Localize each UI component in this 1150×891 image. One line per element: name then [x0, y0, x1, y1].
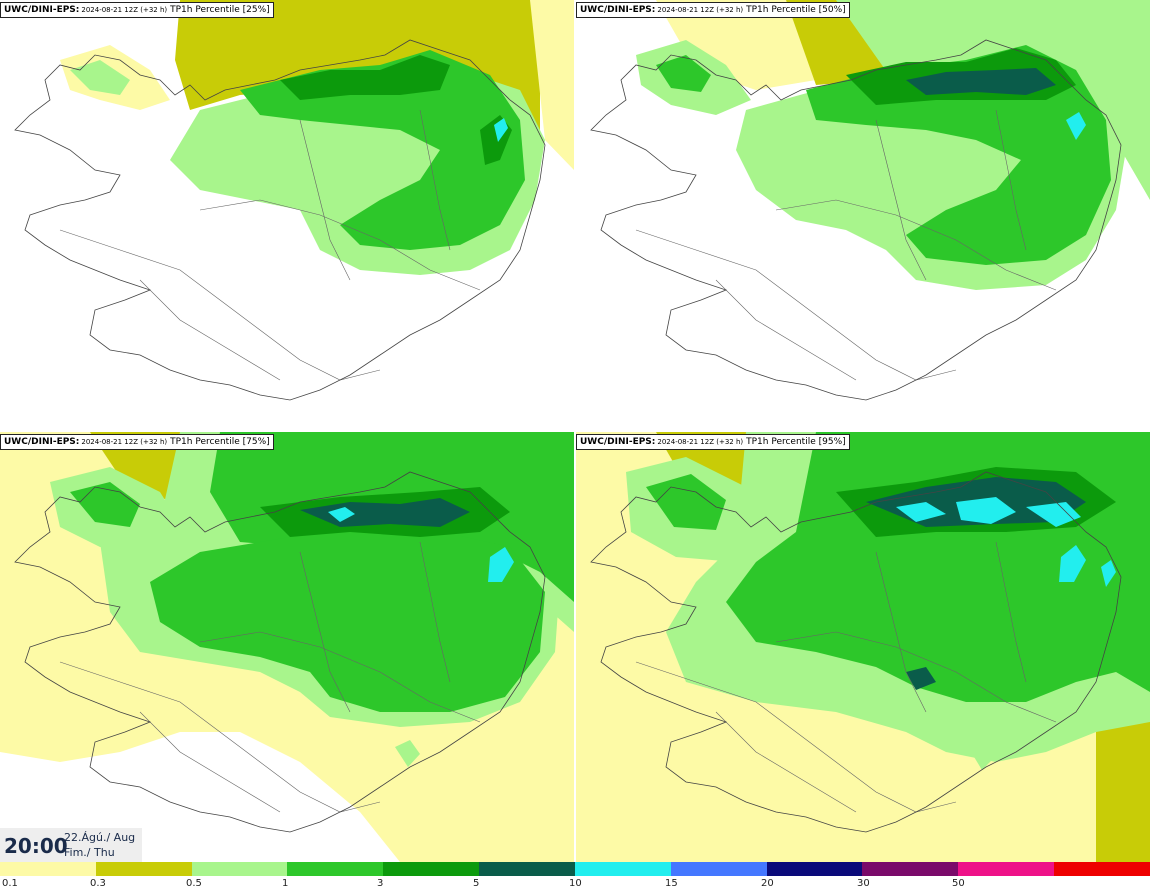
road-line: [775, 199, 1057, 291]
legend-swatch: [1054, 862, 1150, 876]
legend-label: 3: [377, 878, 384, 889]
road-line: [139, 279, 281, 381]
road-line: [59, 229, 381, 381]
precip-area: [328, 507, 355, 522]
road-line: [139, 711, 281, 813]
legend-swatch: [670, 862, 767, 876]
road-line: [299, 551, 351, 713]
precip-area: [70, 60, 130, 95]
legend-label: 0.5: [186, 878, 202, 889]
precip-area: [956, 497, 1016, 524]
road-line: [995, 541, 1027, 683]
precip-area: [896, 502, 946, 522]
coastline: [590, 471, 1122, 833]
panel-title: UWC/DINI-EPS: 2024-08-21 12Z (+32 h) TP1h …: [576, 2, 850, 18]
precip-area: [395, 740, 420, 767]
valid-weekday: Fim./ Thu: [64, 846, 115, 859]
legend-swatch: [479, 862, 575, 876]
legend-swatch: [958, 862, 1055, 876]
road-line: [635, 661, 957, 813]
legend-swatch: [287, 862, 384, 876]
road-line: [299, 119, 351, 281]
precip-area: [906, 667, 936, 690]
precip-area: [1059, 545, 1086, 582]
road-line: [199, 631, 481, 723]
precip-area: [656, 55, 711, 92]
legend-label: 50: [952, 878, 965, 889]
precip-map-50: [576, 0, 1150, 430]
legend-label: 30: [857, 878, 870, 889]
legend-swatch: [191, 862, 288, 876]
legend-label: 0.3: [90, 878, 106, 889]
panel-title: UWC/DINI-EPS: 2024-08-21 12Z (+32 h) TP1h …: [0, 434, 274, 450]
map-panel-75: UWC/DINI-EPS: 2024-08-21 12Z (+32 h) TP1h …: [0, 432, 574, 862]
legend-label: 15: [665, 878, 678, 889]
legend-swatch: [383, 862, 480, 876]
map-panel-50: UWC/DINI-EPS: 2024-08-21 12Z (+32 h) TP1h …: [576, 0, 1150, 430]
precip-area: [150, 527, 545, 712]
coastline: [590, 39, 1122, 401]
panel-title: UWC/DINI-EPS: 2024-08-21 12Z (+32 h) TP1h …: [576, 434, 850, 450]
precip-area: [70, 482, 140, 527]
legend-label: 1: [282, 878, 289, 889]
road-line: [419, 541, 451, 683]
road-line: [199, 199, 481, 291]
precip-area: [494, 118, 508, 142]
precip-area: [240, 50, 525, 250]
precip-area: [968, 737, 998, 770]
road-line: [875, 119, 927, 281]
precip-area: [1026, 502, 1081, 527]
road-line: [419, 109, 451, 251]
valid-time: 20:00: [4, 834, 68, 858]
road-line: [635, 229, 957, 381]
road-line: [715, 279, 857, 381]
precip-area: [1096, 722, 1150, 862]
precip-area: [836, 0, 1150, 200]
road-line: [995, 109, 1027, 251]
precip-area: [1066, 112, 1086, 140]
precip-area: [280, 55, 450, 100]
legend-swatch: [574, 862, 671, 876]
road-line: [875, 551, 927, 713]
precip-map-25: [0, 0, 574, 430]
precip-map-95: [576, 432, 1150, 862]
color-legend: 0.1 0.3 0.5 1 3 5 10 15 20 30 50: [0, 862, 1150, 891]
coastline: [14, 471, 546, 833]
precip-area: [488, 547, 514, 582]
valid-time-box: 20:00 22.Ágú./ Aug Fim./ Thu: [0, 828, 142, 862]
legend-label: 20: [761, 878, 774, 889]
road-line: [715, 711, 857, 813]
panel-title: UWC/DINI-EPS: 2024-08-21 12Z (+32 h) TP1h …: [0, 2, 274, 18]
legend-color-bar: [0, 862, 1150, 876]
precip-map-75: [0, 432, 574, 862]
legend-label: 10: [569, 878, 582, 889]
precip-area: [1101, 560, 1116, 587]
legend-swatch: [0, 862, 96, 876]
valid-date: 22.Ágú./ Aug: [64, 831, 136, 844]
legend-swatch: [862, 862, 959, 876]
legend-label: 5: [473, 878, 480, 889]
road-line: [775, 631, 1057, 723]
map-panel-25: UWC/DINI-EPS: 2024-08-21 12Z (+32 h) TP1h …: [0, 0, 574, 430]
road-line: [59, 661, 381, 813]
coastline: [14, 39, 546, 401]
precip-area: [530, 0, 574, 170]
legend-label: 0.1: [2, 878, 18, 889]
map-panel-95: UWC/DINI-EPS: 2024-08-21 12Z (+32 h) TP1h …: [576, 432, 1150, 862]
legend-swatch: [766, 862, 863, 876]
precip-area: [906, 68, 1056, 95]
precip-area: [646, 474, 726, 530]
legend-swatch: [95, 862, 192, 876]
